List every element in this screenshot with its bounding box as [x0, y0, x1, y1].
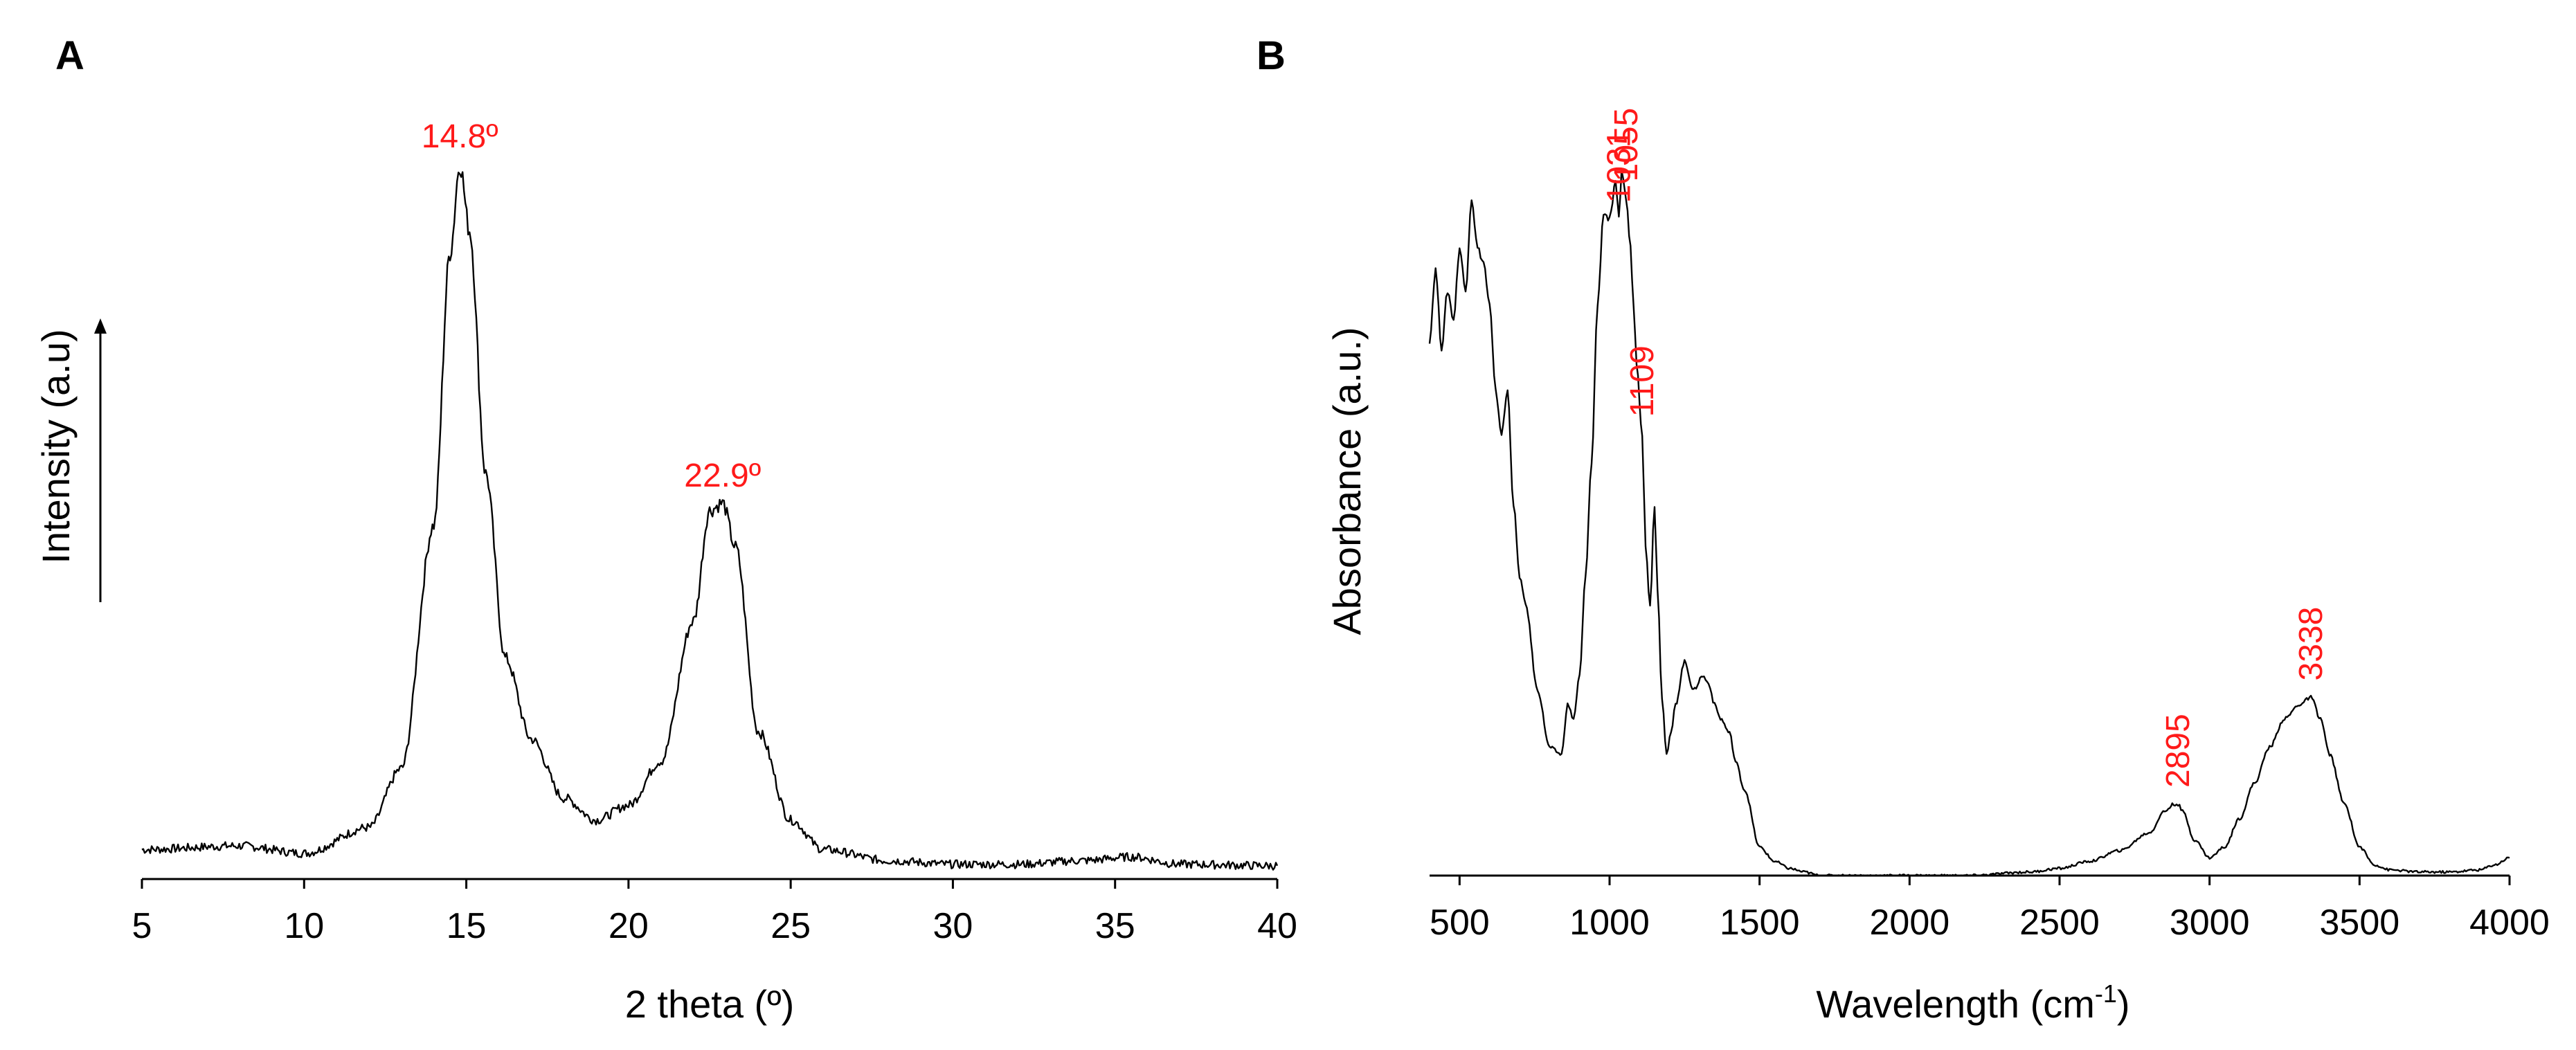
panel-b-x-tick-label: 2000: [1869, 903, 1949, 943]
panel-a-annotations: 14.8º 22.9º: [422, 118, 761, 494]
panel-b-letter: B: [1257, 33, 1286, 78]
panel-b: B 500 1000 1500 2000 2500 3000 3500 4000 103110…: [1257, 33, 2550, 1026]
panel-a-letter: A: [55, 33, 84, 78]
panel-a-tick-labels: 5 10 15 20 25 30 35 40: [132, 906, 1297, 946]
panel-a-peak-label: 14.8º: [422, 118, 498, 155]
panel-b-peak-label: 2895: [2160, 714, 2197, 788]
panel-a-peak-label: 22.9º: [684, 458, 761, 494]
panel-a-x-tick-label: 25: [771, 906, 811, 946]
panel-b-x-label-main: Wavelength (cm: [1816, 982, 2095, 1026]
panel-b-x-label-suffix: ): [2117, 982, 2130, 1026]
panel-b-ticks: [1458, 876, 2511, 885]
panel-a-series-group: [141, 171, 1279, 871]
panel-a-x-tick-label: 15: [447, 906, 487, 946]
panel-a-ticks: [141, 879, 1279, 889]
panel-a-x-tick-label: 20: [609, 906, 649, 946]
panel-a: A 5 10 15 20 25 30 35 40 14.8º 22.9º 2 theta (º)…: [34, 33, 1297, 1026]
panel-b-x-axis-label: Wavelength (cm-1): [1816, 979, 2129, 1026]
panel-b-y-axis-label: Absorbance (a.u.): [1325, 327, 1369, 635]
panel-b-x-label-superscript: -1: [2095, 979, 2117, 1008]
panel-a-series-line: [141, 171, 1279, 871]
panel-a-x-tick-label: 5: [132, 906, 152, 946]
panel-b-x-tick-label: 1500: [1720, 903, 1800, 943]
panel-b-peak-label: 3338: [2293, 607, 2330, 681]
panel-b-x-tick-label: 3000: [2170, 903, 2250, 943]
panel-b-peak-label: 1055: [1608, 108, 1645, 182]
panel-a-x-tick-label: 40: [1257, 906, 1297, 946]
panel-b-x-tick-label: 2500: [2019, 903, 2100, 943]
panel-b-peak-label: 1109: [1624, 345, 1661, 417]
panel-a-y-axis-label: Intensity (a.u): [34, 329, 78, 563]
panel-b-x-tick-label: 500: [1430, 903, 1490, 943]
panel-b-x-tick-label: 4000: [2469, 903, 2550, 943]
panel-b-peak-label: 1031: [1601, 129, 1637, 203]
panel-a-x-tick-label: 35: [1095, 906, 1135, 946]
panel-a-x-tick-label: 10: [284, 906, 324, 946]
panel-b-series-line: [1428, 169, 2510, 877]
panel-a-x-axis-label: 2 theta (º): [625, 982, 795, 1026]
panel-a-x-tick-label: 30: [933, 906, 973, 946]
panel-b-x-tick-label: 1000: [1569, 903, 1650, 943]
panel-b-x-tick-label: 3500: [2319, 903, 2399, 943]
panel-b-series-group: [1428, 169, 2510, 877]
panel-a-y-arrow-head: [94, 318, 107, 334]
panel-b-tick-labels: 500 1000 1500 2000 2500 3000 3500 4000: [1430, 903, 2550, 943]
